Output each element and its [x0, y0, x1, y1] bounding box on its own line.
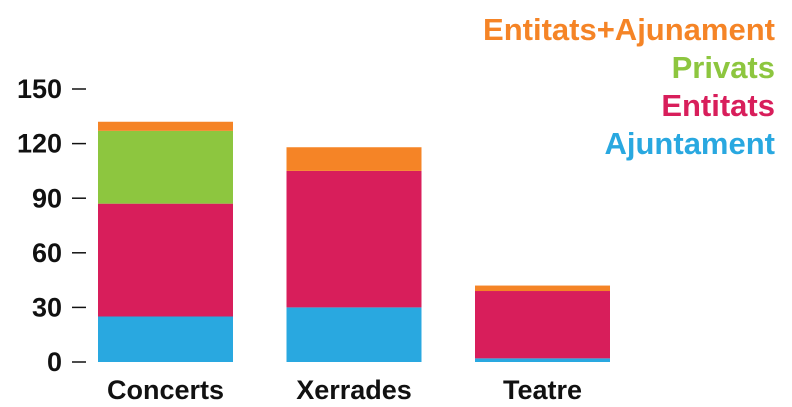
bar-segment [286, 170, 422, 308]
y-tick-label: 0 [47, 347, 62, 377]
x-tick-label: Teatre [503, 375, 582, 405]
x-tick-label: Concerts [107, 375, 224, 405]
bar-segment [98, 316, 233, 362]
bar-segment [286, 147, 422, 171]
legend-entry: Entitats+Ajunament [483, 12, 775, 47]
y-tick-label: 120 [17, 129, 62, 159]
legend-entry: Ajuntament [605, 126, 776, 161]
bar-segment [475, 285, 610, 292]
legend-entry: Entitats [661, 88, 775, 123]
bar-segment [98, 130, 233, 204]
bar-segment [98, 121, 233, 131]
legend-entry: Privats [672, 50, 775, 85]
y-tick-label: 150 [17, 74, 62, 104]
y-tick-label: 90 [32, 183, 62, 213]
bar-segment [98, 203, 233, 317]
x-tick-label: Xerrades [296, 375, 412, 405]
bar-segment [475, 358, 610, 362]
y-tick-label: 60 [32, 238, 62, 268]
bar-segment [286, 307, 422, 362]
bar-segment [475, 291, 610, 359]
y-tick-label: 30 [32, 293, 62, 323]
